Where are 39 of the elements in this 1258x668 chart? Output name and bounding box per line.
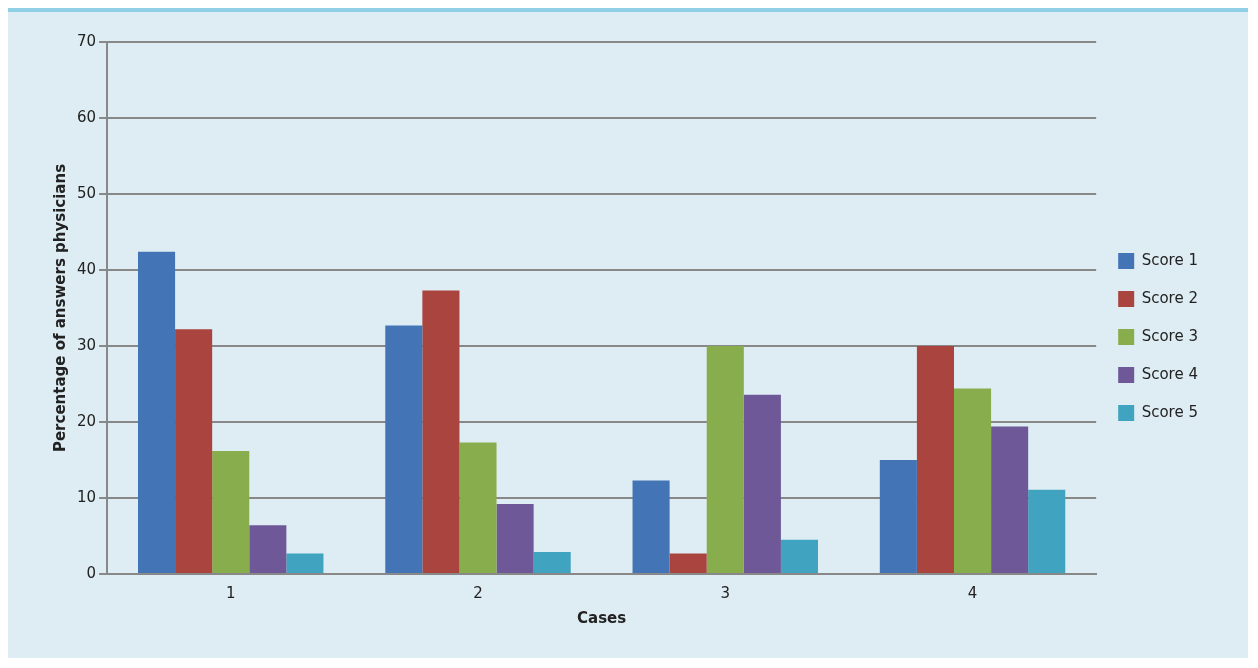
bar <box>422 290 460 573</box>
bar <box>175 329 213 573</box>
bar <box>385 325 423 573</box>
y-tick-label: 20 <box>76 411 97 430</box>
x-tick-label: 1 <box>225 583 236 602</box>
legend-label: Score 5 <box>1141 402 1198 421</box>
x-tick-label: 2 <box>473 583 483 602</box>
y-axis-title: Percentage of answers physicians <box>50 163 69 453</box>
bar <box>916 346 954 573</box>
bar <box>249 525 287 573</box>
bar <box>954 388 992 573</box>
y-tick-label: 30 <box>76 335 97 354</box>
bar <box>533 551 571 573</box>
x-tick-label: 3 <box>720 583 731 602</box>
bar <box>706 346 744 573</box>
bar <box>496 504 534 573</box>
bar <box>991 426 1029 573</box>
legend-label: Score 3 <box>1141 326 1198 345</box>
y-tick-label: 60 <box>76 107 97 126</box>
bar <box>879 460 917 573</box>
y-tick-label: 0 <box>86 563 97 582</box>
bar <box>632 480 670 573</box>
y-tick-label: 50 <box>76 183 97 202</box>
y-tick-label: 10 <box>76 487 97 506</box>
x-tick-label: 4 <box>967 583 978 602</box>
y-tick-label: 70 <box>76 31 97 50</box>
bar <box>780 539 818 573</box>
bar <box>138 251 176 573</box>
bar <box>459 442 497 573</box>
legend-label: Score 4 <box>1141 364 1198 383</box>
legend-label: Score 2 <box>1141 288 1198 307</box>
bar <box>669 553 707 573</box>
bar <box>286 553 324 573</box>
legend-label: Score 1 <box>1141 250 1198 269</box>
x-axis-title: Cases <box>577 608 627 627</box>
bar <box>212 450 250 573</box>
bar <box>743 394 781 573</box>
y-tick-label: 40 <box>76 259 97 278</box>
bar <box>1028 489 1066 573</box>
